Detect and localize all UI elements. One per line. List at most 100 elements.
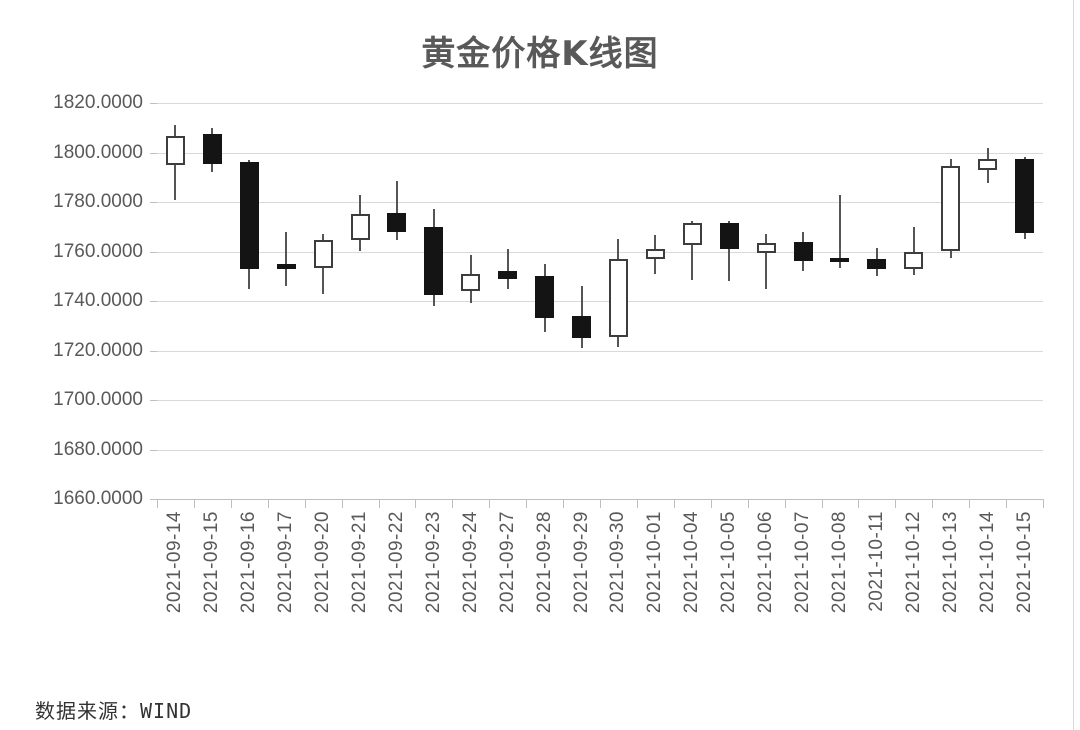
y-axis-label: 1660.0000: [53, 488, 143, 509]
gridline: [157, 152, 1043, 154]
data-source-label: 数据来源：WIND: [35, 699, 193, 723]
x-axis-label: 2021-10-11: [865, 511, 887, 612]
x-axis-tick: [747, 499, 749, 508]
x-axis-tick: [784, 499, 786, 508]
x-axis-tick: [526, 499, 528, 508]
x-axis-label: 2021-09-17: [275, 511, 297, 614]
gridline: [157, 103, 1043, 104]
gridline: [157, 251, 1043, 253]
candle-wick: [838, 194, 841, 268]
chart-title: 黄金价格K线图: [421, 34, 659, 74]
candle-2021-10-14: [978, 158, 998, 170]
x-axis-tick: [341, 499, 343, 508]
x-axis-label: 2021-09-22: [385, 511, 407, 614]
y-axis-tick: [150, 251, 157, 253]
y-axis-tick: [150, 449, 157, 451]
x-axis-label: 2021-10-05: [718, 511, 740, 614]
x-axis-label: 2021-09-23: [422, 511, 444, 614]
gridline: [157, 400, 1043, 401]
candle-2021-10-01: [645, 249, 665, 259]
x-axis-tick: [452, 499, 454, 508]
x-axis-tick: [193, 499, 195, 508]
x-axis-label: 2021-09-21: [349, 511, 371, 614]
candle-2021-09-27: [498, 271, 518, 279]
gridline: [157, 449, 1043, 451]
candle-2021-09-20: [313, 240, 333, 268]
candle-2021-09-22: [387, 213, 407, 232]
x-axis-label: 2021-10-07: [792, 511, 814, 614]
candle-wick: [728, 220, 731, 282]
y-axis-label: 1700.0000: [53, 389, 143, 410]
x-axis-label: 2021-10-01: [644, 511, 666, 614]
gridline: [157, 301, 1043, 302]
y-axis-tick: [150, 202, 157, 203]
y-axis-tick: [150, 350, 157, 352]
x-axis-label: 2021-10-08: [828, 511, 850, 614]
x-axis-tick: [1006, 499, 1008, 508]
x-axis-label: 2021-09-30: [607, 511, 629, 614]
x-axis-tick: [821, 499, 823, 508]
candle-2021-10-08: [830, 257, 850, 262]
candle-2021-09-21: [350, 214, 370, 241]
x-axis-label: 2021-09-16: [238, 511, 260, 614]
candle-2021-09-14: [165, 136, 185, 165]
candle-2021-10-07: [793, 241, 813, 262]
y-axis-tick: [150, 152, 157, 154]
candle-wick: [765, 234, 768, 289]
y-axis-tick: [150, 103, 157, 104]
candle-wick: [395, 180, 398, 241]
candle-2021-10-04: [682, 223, 702, 246]
y-axis-tick: [150, 301, 157, 302]
x-axis-tick: [563, 499, 565, 508]
candle-2021-10-12: [904, 251, 924, 269]
x-axis-label: 2021-10-13: [939, 511, 961, 614]
x-axis-tick: [415, 499, 417, 508]
y-axis-label: 1820.0000: [53, 92, 143, 113]
gridline: [157, 350, 1043, 352]
x-axis-tick: [932, 499, 934, 508]
x-axis-tick: [1043, 499, 1044, 508]
gridline: [157, 202, 1043, 203]
y-axis-label: 1800.0000: [53, 141, 143, 163]
x-axis-label: 2021-09-15: [201, 511, 223, 614]
candle-2021-10-06: [756, 242, 776, 253]
x-axis-label: 2021-09-14: [164, 511, 186, 614]
y-axis-tick: [150, 400, 157, 401]
x-axis-label: 2021-09-27: [496, 511, 518, 614]
y-axis-label: 1680.0000: [53, 438, 143, 460]
x-axis-label: 2021-09-24: [459, 511, 481, 614]
x-axis-tick: [230, 499, 232, 508]
x-axis-tick: [673, 499, 675, 508]
y-axis-label: 1740.0000: [53, 290, 143, 311]
x-axis-label: 2021-09-20: [312, 511, 334, 614]
candle-wick: [691, 220, 694, 280]
candle-2021-09-30: [608, 258, 628, 337]
x-axis-label: 2021-10-12: [902, 511, 924, 614]
candle-2021-10-13: [941, 166, 961, 252]
x-axis-label: 2021-09-28: [533, 511, 555, 614]
x-axis-tick: [489, 499, 491, 508]
candle-2021-09-23: [424, 226, 444, 295]
candle-2021-09-24: [461, 273, 481, 292]
y-axis-label: 1760.0000: [53, 240, 143, 262]
x-axis-tick: [710, 499, 712, 508]
candle-2021-10-11: [867, 258, 887, 269]
x-axis-label: 2021-09-29: [570, 511, 592, 614]
candle-2021-09-16: [239, 162, 259, 269]
x-axis-tick: [858, 499, 860, 508]
candle-2021-09-29: [572, 315, 592, 339]
x-axis-tick: [157, 499, 158, 508]
y-axis-label: 1780.0000: [53, 191, 143, 212]
x-axis-label: 2021-10-14: [976, 511, 998, 614]
candle-2021-09-28: [535, 276, 555, 319]
page-right-border: [1073, 0, 1074, 730]
candle-2021-10-15: [1015, 158, 1035, 233]
x-axis-tick: [969, 499, 971, 508]
candle-2021-09-15: [202, 133, 222, 164]
x-axis-tick: [600, 499, 601, 508]
candle-wick: [285, 231, 288, 287]
x-axis-tick: [895, 499, 897, 508]
candle-2021-10-05: [719, 223, 739, 250]
